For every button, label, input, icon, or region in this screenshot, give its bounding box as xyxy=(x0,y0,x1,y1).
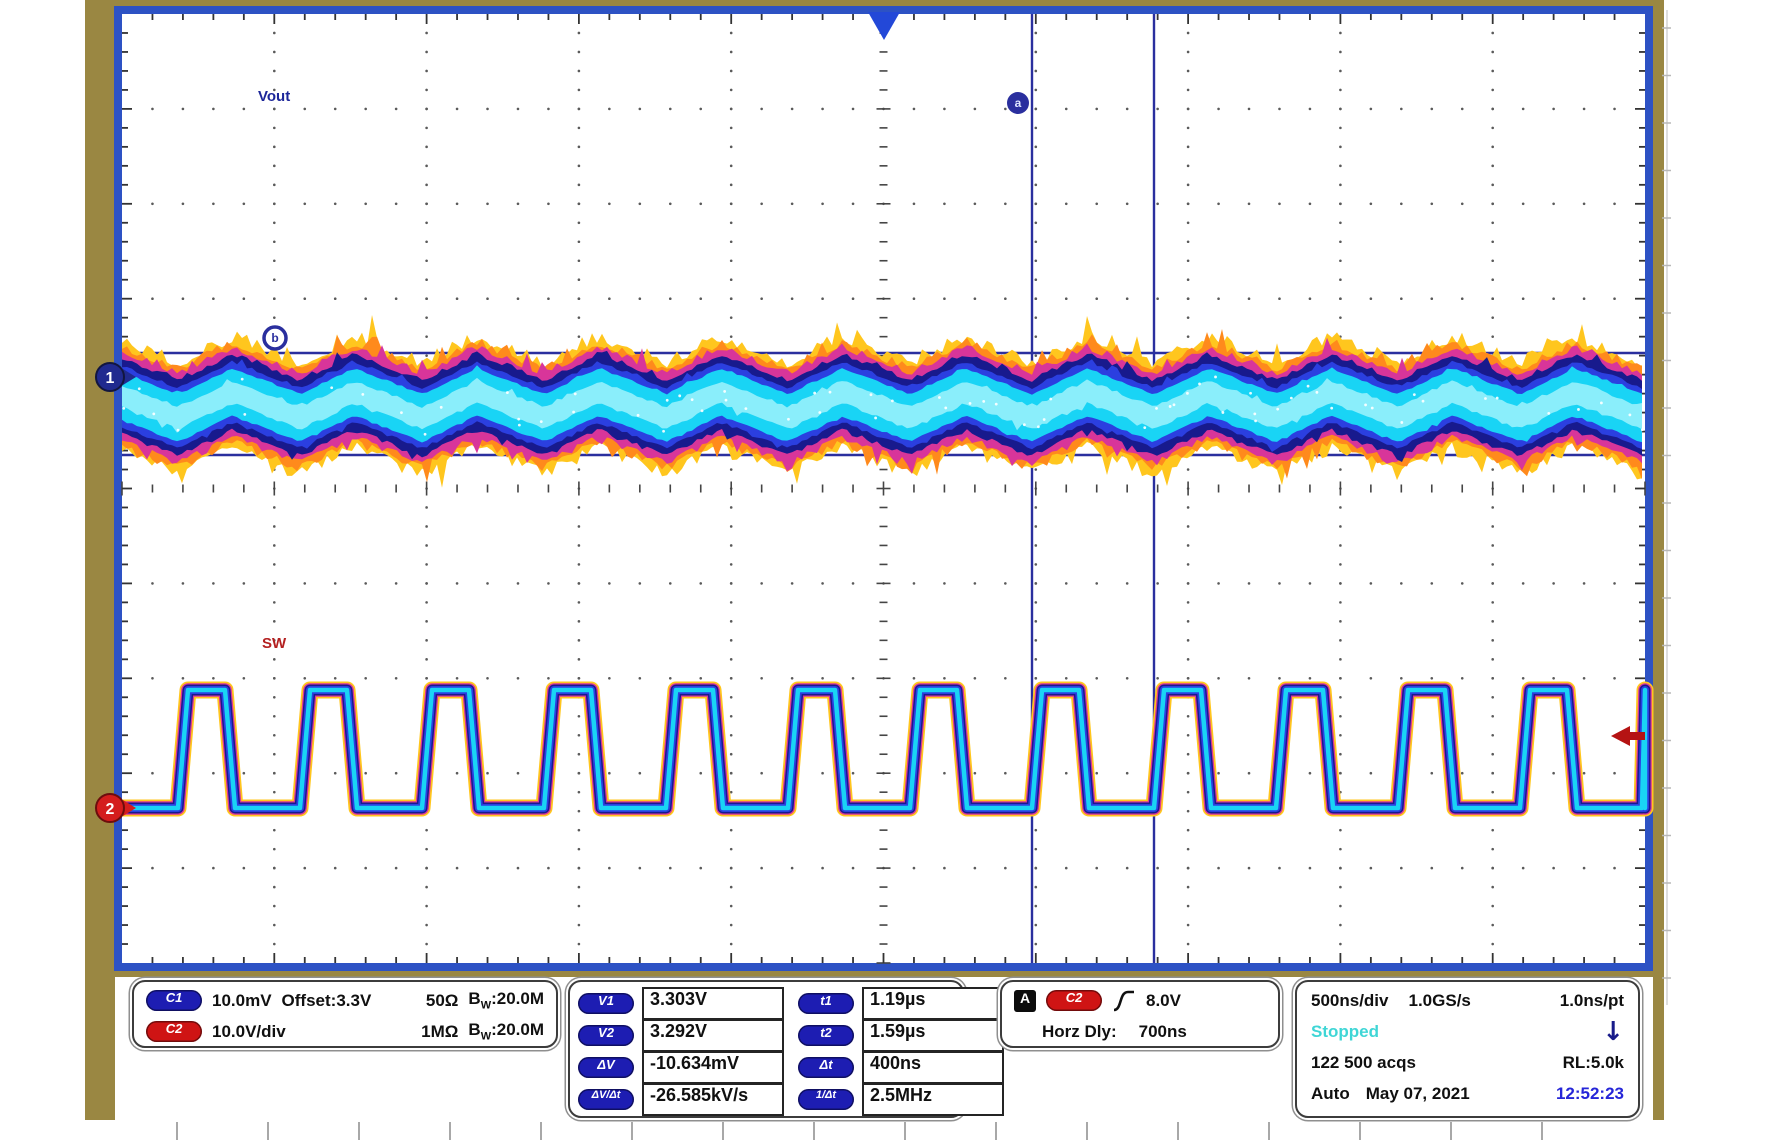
trigger-system-badge[interactable]: A xyxy=(1014,989,1036,1012)
bezel-right xyxy=(1653,0,1664,1120)
cursor-a-label: a xyxy=(1015,96,1022,110)
inv-dt-pill[interactable]: 1/Δt xyxy=(798,1089,854,1110)
ch2-termination: 1MΩ xyxy=(421,1021,459,1041)
bezel-bottom xyxy=(114,969,1654,977)
dvdt-pill[interactable]: ΔV/Δt xyxy=(578,1089,634,1110)
cursor-a-marker[interactable]: a xyxy=(1007,92,1029,114)
horz-delay-label: Horz Dly: xyxy=(1042,1021,1117,1041)
record-length: RL:5.0k xyxy=(1562,1052,1624,1072)
down-arrow-icon: ↓ xyxy=(1602,1016,1624,1047)
cursor-b-label: b xyxy=(271,331,278,345)
v1-value: 3.303V xyxy=(642,987,784,1020)
graticule-frame xyxy=(114,6,1653,971)
ch2-arrow-icon xyxy=(123,800,136,816)
cursor-v1-row: V1 3.303V xyxy=(578,987,784,1020)
ch1-arrow-icon xyxy=(123,369,136,385)
cursor-t1-row: t1 1.19µs xyxy=(798,987,1004,1020)
ch2-bandwidth: BW:20.0M xyxy=(468,1020,544,1043)
inv-dt-value: 2.5MHz xyxy=(862,1083,1004,1116)
trigger-delay-row: Horz Dly: 700ns xyxy=(1002,1016,1278,1047)
bezel-top xyxy=(85,0,1664,6)
v2-value: 3.292V xyxy=(642,1019,784,1052)
graticule-grid xyxy=(121,13,1646,964)
datetime-row: Auto May 07, 2021 12:52:23 xyxy=(1297,1078,1638,1109)
dv-value: -10.634mV xyxy=(642,1051,784,1084)
trigger-source-badge[interactable]: C2 xyxy=(1046,990,1102,1011)
page-rulers xyxy=(176,10,1671,1140)
screen-markers: 1 2 a b Vout SW xyxy=(95,12,1645,823)
ch2-scale: 10.0V/div xyxy=(212,1021,286,1041)
acq-count-row: 122 500 acqs RL:5.0k xyxy=(1297,1047,1638,1078)
acquisition-status: Stopped xyxy=(1311,1021,1379,1041)
ch1-settings-row: C1 10.0mV Offset:3.3V 50Ω BW:20.0M xyxy=(134,985,556,1016)
trigger-source-row: A C2 8.0V xyxy=(1002,985,1278,1016)
t2-value: 1.59µs xyxy=(862,1019,1004,1052)
status-row: Stopped ↓ xyxy=(1297,1016,1638,1047)
trigger-panel[interactable]: A C2 8.0V Horz Dly: 700ns xyxy=(1000,980,1280,1048)
t2-pill[interactable]: t2 xyxy=(798,1025,854,1046)
bezel-left xyxy=(85,0,115,1120)
cursor-readout-panel[interactable]: V1 3.303V V2 3.292V ΔV -10.634mV ΔV/Δt -… xyxy=(568,980,1004,1118)
v2-pill[interactable]: V2 xyxy=(578,1025,634,1046)
acquisition-panel[interactable]: 500ns/div 1.0GS/s 1.0ns/pt Stopped ↓ 122… xyxy=(1295,980,1640,1118)
v1-pill[interactable]: V1 xyxy=(578,993,634,1014)
ch1-reference-badge[interactable]: 1 xyxy=(95,362,136,392)
dt-pill[interactable]: Δt xyxy=(798,1057,854,1078)
ch1-vout-label: Vout xyxy=(258,88,290,105)
rising-edge-icon xyxy=(1113,990,1134,1011)
ch1-termination: 50Ω xyxy=(425,990,459,1010)
horz-delay-value: 700ns xyxy=(1138,1021,1187,1041)
cursor-freq-row: 1/Δt 2.5MHz xyxy=(798,1083,1004,1116)
ch1-offset: Offset:3.3V xyxy=(281,990,372,1010)
dv-pill[interactable]: ΔV xyxy=(578,1057,634,1078)
ch2-badge[interactable]: C2 xyxy=(146,1021,202,1042)
cursor-b-marker[interactable]: b xyxy=(262,325,288,351)
ch1-bandwidth: BW:20.0M xyxy=(468,989,544,1012)
bezel xyxy=(85,0,1664,1120)
resolution-value: 1.0ns/pt xyxy=(1559,990,1624,1010)
dvdt-value: -26.585kV/s xyxy=(642,1083,784,1116)
cursor-dt-row: Δt 400ns xyxy=(798,1051,1004,1084)
ch2-badge-label: 2 xyxy=(106,801,115,818)
ch2-sw-label: SW xyxy=(262,635,287,652)
time-value: 12:52:23 xyxy=(1555,1083,1624,1103)
trigger-position-icon[interactable] xyxy=(868,12,900,40)
ch1-badge-label: 1 xyxy=(106,370,115,387)
timebase-value: 500ns/div xyxy=(1311,990,1389,1010)
cursor-v2-row: V2 3.292V xyxy=(578,1019,784,1052)
ch1-vout-waveform xyxy=(122,315,1644,488)
cursor-dvdt-row: ΔV/Δt -26.585kV/s xyxy=(578,1083,784,1116)
dt-value: 400ns xyxy=(862,1051,1004,1084)
trigger-level-arrow-icon[interactable] xyxy=(1611,726,1645,746)
acq-count: 122 500 acqs xyxy=(1311,1052,1416,1072)
time-cursor-column: t1 1.19µs t2 1.59µs Δt 400ns 1/Δt 2.5MHz xyxy=(798,987,1004,1116)
date-value: May 07, 2021 xyxy=(1365,1083,1470,1103)
ch2-settings-row: C2 10.0V/div 1MΩ BW:20.0M xyxy=(134,1016,556,1047)
sample-rate-value: 1.0GS/s xyxy=(1408,990,1471,1010)
voltage-cursor-column: V1 3.303V V2 3.292V ΔV -10.634mV ΔV/Δt -… xyxy=(578,987,784,1116)
timebase-row: 500ns/div 1.0GS/s 1.0ns/pt xyxy=(1297,985,1638,1016)
ch1-scale: 10.0mV xyxy=(212,990,272,1010)
trigger-level-value: 8.0V xyxy=(1146,990,1181,1010)
t1-value: 1.19µs xyxy=(862,987,1004,1020)
ch1-badge[interactable]: C1 xyxy=(146,990,202,1011)
ch2-sw-waveform xyxy=(113,681,1654,817)
vertical-settings-panel[interactable]: C1 10.0mV Offset:3.3V 50Ω BW:20.0M C2 10… xyxy=(132,980,558,1048)
cursor-dv-row: ΔV -10.634mV xyxy=(578,1051,784,1084)
cursor-t2-row: t2 1.59µs xyxy=(798,1019,1004,1052)
t1-pill[interactable]: t1 xyxy=(798,993,854,1014)
trigger-mode: Auto xyxy=(1311,1083,1350,1103)
ch2-reference-badge[interactable]: 2 xyxy=(95,793,136,823)
